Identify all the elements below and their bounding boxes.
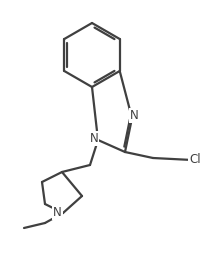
Text: N: N (53, 206, 62, 220)
Text: Cl: Cl (189, 153, 201, 166)
Text: N: N (130, 109, 139, 122)
Text: N: N (89, 132, 98, 145)
